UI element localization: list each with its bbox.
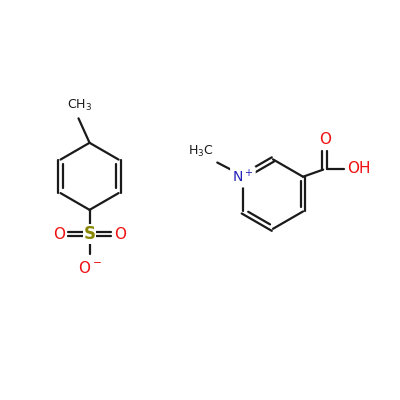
Text: O: O [53,227,65,242]
Text: H$_3$C: H$_3$C [188,144,214,158]
Text: O: O [114,227,126,242]
Text: O$^-$: O$^-$ [78,260,102,276]
Text: OH: OH [347,161,370,176]
Text: CH$_3$: CH$_3$ [67,98,92,113]
Text: S: S [84,225,96,243]
Text: O: O [319,132,331,147]
Text: N$^+$: N$^+$ [232,168,254,185]
